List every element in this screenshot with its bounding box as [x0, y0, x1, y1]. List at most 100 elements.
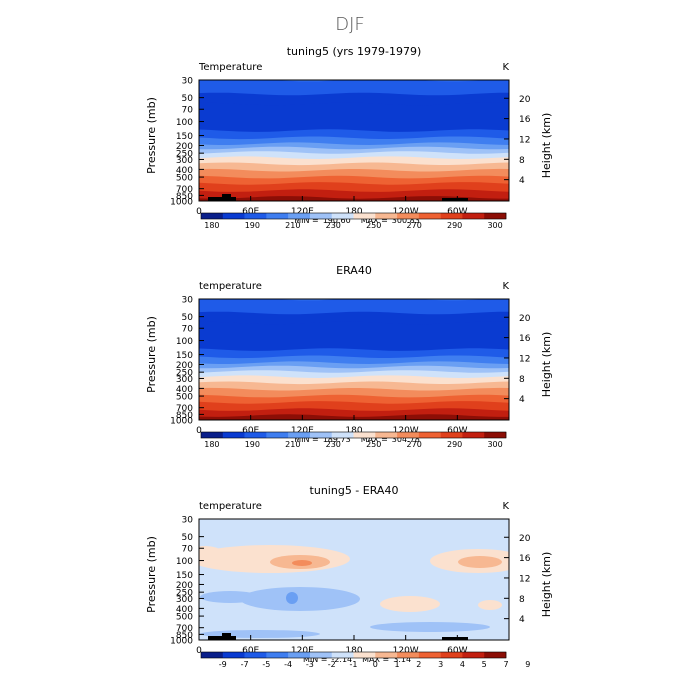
y-tick-label-right: 20	[519, 95, 531, 105]
y-tick-label: 500	[176, 393, 193, 403]
contour-band	[199, 156, 509, 166]
x-tick-label: 120W	[393, 646, 419, 656]
colorbar-swatch	[266, 213, 289, 219]
colorbar-swatch	[288, 213, 311, 219]
colorbar-label: 230	[326, 440, 341, 449]
y-tick-label: 70	[182, 325, 194, 335]
contour-band	[199, 92, 509, 106]
colorbar-swatch	[375, 432, 398, 438]
colorbar-swatch	[201, 213, 224, 219]
y-axis-label-right: Height (km)	[540, 113, 553, 179]
colorbar-swatch	[201, 432, 224, 438]
y-tick-label: 1000	[170, 637, 193, 647]
colorbar-swatch	[462, 432, 485, 438]
y-tick-label: 400	[176, 605, 193, 615]
y-tick-label: 400	[176, 166, 193, 176]
colorbar-swatch	[309, 652, 333, 658]
anomaly-region	[292, 560, 312, 566]
colorbar-swatch	[440, 213, 463, 219]
contour-band	[199, 129, 509, 140]
y-axis-label: Pressure (mb)	[145, 316, 158, 393]
x-tick-label: 180	[345, 207, 362, 217]
colorbar-swatch	[440, 652, 463, 658]
y-tick-label: 200	[176, 361, 193, 371]
variable-label: Temperature	[198, 62, 262, 73]
colorbar-swatch	[484, 652, 507, 658]
stats-max: 3.14	[393, 655, 411, 664]
colorbar-swatch	[331, 432, 354, 438]
stats-label: MIN = 190.60 MAX = 300.83	[294, 216, 420, 225]
y-tick-label: 100	[176, 118, 193, 128]
stats-min-label: MIN =	[294, 435, 319, 444]
y-tick-label: 300	[176, 156, 193, 166]
y-tick-label-right: 4	[519, 395, 525, 405]
colorbar-label: 190	[245, 440, 260, 449]
colorbar-label: 290	[447, 440, 462, 449]
y-tick-label-right: 8	[519, 375, 525, 385]
y-tick-label: 150	[176, 351, 193, 361]
units-label: K	[502, 501, 509, 512]
y-tick-label-right: 4	[519, 176, 525, 186]
colorbar-swatch	[397, 213, 420, 219]
contour-band	[199, 196, 509, 201]
colorbar-frame	[200, 651, 507, 659]
colorbar-swatch	[375, 213, 398, 219]
contour-band	[199, 387, 509, 399]
anomaly-region	[286, 592, 298, 604]
colorbar-swatch	[222, 432, 245, 438]
x-tick-label: 60E	[242, 207, 259, 217]
colorbar-swatch	[418, 213, 441, 219]
stats-max-label: MAX =	[361, 216, 388, 225]
y-tick-label-right: 12	[519, 354, 530, 364]
y-tick-label: 50	[182, 533, 194, 543]
topography-mask	[442, 637, 468, 640]
y-tick-label: 400	[176, 385, 193, 395]
stats-max: 304.78	[392, 435, 420, 444]
colorbar-label: 300	[487, 221, 502, 230]
contour-field	[199, 80, 509, 201]
colorbar-label: 4	[460, 660, 465, 669]
variable-label: temperature	[199, 501, 262, 512]
y-tick-label: 500	[176, 613, 193, 623]
y-tick-label: 30	[182, 516, 194, 526]
stats-min-label: MIN =	[303, 655, 328, 664]
y-axis-label-right: Height (km)	[540, 552, 553, 618]
colorbar-swatch	[288, 652, 311, 658]
colorbar-swatch	[418, 432, 441, 438]
x-tick-label: 180	[345, 646, 362, 656]
stats-max: 300.83	[392, 216, 420, 225]
colorbar-label: 9	[525, 660, 530, 669]
stats-max-label: MAX =	[361, 435, 388, 444]
y-tick-label-right: 16	[519, 334, 531, 344]
colorbar-swatch	[331, 652, 354, 658]
colorbar-swatch	[397, 432, 420, 438]
y-tick-label: 250	[176, 589, 193, 599]
colorbar-label: 270	[407, 221, 422, 230]
colorbar-label: 210	[285, 440, 300, 449]
colorbar-swatch	[222, 652, 245, 658]
colorbar-label: 190	[245, 221, 260, 230]
contour-band	[199, 381, 509, 392]
colorbar-swatch	[309, 213, 333, 219]
stats-min: -2.14	[331, 655, 352, 664]
x-tick-label: 120E	[291, 646, 314, 656]
y-tick-label-right: 16	[519, 115, 531, 125]
x-tick-label: 120W	[393, 426, 419, 436]
colorbar-swatch	[418, 652, 441, 658]
stats-min: 189.73	[323, 435, 351, 444]
colorbar-label: -9	[219, 660, 227, 669]
stats-label: MIN = 189.73 MAX = 304.78	[294, 435, 420, 444]
colorbar: -9 -7 -5 -4 -3 -2 -1 0 1 2 3 4 5 7 9	[200, 651, 530, 669]
colorbar: 180 190 210 230 250 270 290 300	[200, 212, 507, 230]
y-tick-label: 250	[176, 150, 193, 160]
colorbar-swatch	[397, 652, 420, 658]
anomaly-region	[370, 622, 490, 632]
panel-title: ERA40	[336, 264, 372, 277]
x-tick-label: 60W	[447, 646, 467, 656]
colorbar-swatch	[353, 213, 376, 219]
colorbar-label: 1	[395, 660, 400, 669]
y-tick-label: 100	[176, 337, 193, 347]
y-tick-label: 850	[176, 631, 193, 641]
colorbar-swatch	[462, 213, 485, 219]
